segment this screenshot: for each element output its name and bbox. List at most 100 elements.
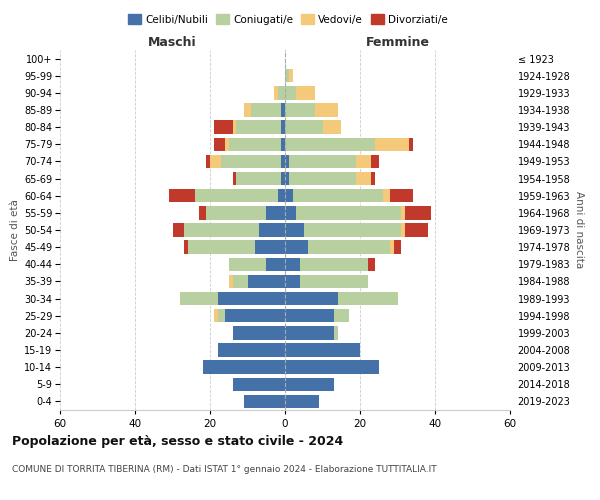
- Bar: [187, 240, 255, 254]
- Bar: [206, 206, 266, 220]
- Bar: [401, 224, 405, 236]
- Bar: [285, 378, 334, 391]
- Text: Maschi: Maschi: [148, 36, 197, 49]
- Bar: [371, 172, 375, 186]
- Bar: [233, 274, 248, 288]
- Bar: [371, 154, 379, 168]
- Bar: [308, 240, 390, 254]
- Bar: [236, 172, 281, 186]
- Bar: [195, 189, 277, 202]
- Bar: [229, 258, 266, 271]
- Bar: [173, 224, 184, 236]
- Bar: [236, 120, 281, 134]
- Bar: [233, 378, 285, 391]
- Bar: [184, 240, 187, 254]
- Bar: [285, 240, 308, 254]
- Bar: [229, 274, 233, 288]
- Text: COMUNE DI TORRITA TIBERINA (RM) - Dati ISTAT 1° gennaio 2024 - Elaborazione TUTT: COMUNE DI TORRITA TIBERINA (RM) - Dati I…: [12, 465, 437, 474]
- Bar: [394, 240, 401, 254]
- Bar: [375, 138, 409, 151]
- Bar: [281, 120, 285, 134]
- Legend: Celibi/Nubili, Coniugati/e, Vedovi/e, Divorziati/e: Celibi/Nubili, Coniugati/e, Vedovi/e, Di…: [124, 10, 452, 29]
- Text: Femmine: Femmine: [365, 36, 430, 49]
- Bar: [244, 104, 251, 117]
- Bar: [277, 189, 285, 202]
- Bar: [285, 360, 379, 374]
- Bar: [277, 86, 285, 100]
- Bar: [285, 172, 289, 186]
- Bar: [285, 138, 375, 151]
- Text: Popolazione per età, sesso e stato civile - 2024: Popolazione per età, sesso e stato civil…: [12, 435, 343, 448]
- Bar: [281, 104, 285, 117]
- Bar: [304, 224, 401, 236]
- Bar: [229, 138, 281, 151]
- Bar: [214, 120, 233, 134]
- Bar: [285, 224, 304, 236]
- Bar: [285, 394, 319, 408]
- Bar: [244, 394, 285, 408]
- Bar: [199, 206, 206, 220]
- Bar: [356, 154, 371, 168]
- Bar: [233, 120, 236, 134]
- Bar: [300, 274, 367, 288]
- Bar: [285, 309, 334, 322]
- Bar: [233, 326, 285, 340]
- Bar: [285, 154, 289, 168]
- Bar: [259, 224, 285, 236]
- Bar: [285, 344, 360, 356]
- Bar: [334, 326, 337, 340]
- Bar: [233, 172, 236, 186]
- Bar: [281, 172, 285, 186]
- Bar: [293, 189, 383, 202]
- Bar: [274, 86, 277, 100]
- Bar: [266, 206, 285, 220]
- Bar: [225, 309, 285, 322]
- Bar: [266, 258, 285, 271]
- Bar: [289, 69, 293, 82]
- Bar: [409, 138, 413, 151]
- Bar: [390, 240, 394, 254]
- Bar: [315, 104, 337, 117]
- Bar: [180, 292, 218, 306]
- Bar: [296, 206, 401, 220]
- Bar: [169, 189, 195, 202]
- Bar: [218, 309, 225, 322]
- Bar: [285, 69, 289, 82]
- Bar: [210, 154, 221, 168]
- Bar: [214, 138, 225, 151]
- Y-axis label: Fasce di età: Fasce di età: [10, 199, 20, 261]
- Bar: [285, 104, 315, 117]
- Bar: [285, 326, 334, 340]
- Bar: [285, 189, 293, 202]
- Bar: [289, 172, 356, 186]
- Bar: [184, 224, 259, 236]
- Y-axis label: Anni di nascita: Anni di nascita: [574, 192, 584, 268]
- Bar: [285, 292, 337, 306]
- Bar: [255, 240, 285, 254]
- Bar: [285, 86, 296, 100]
- Bar: [281, 138, 285, 151]
- Bar: [285, 206, 296, 220]
- Bar: [289, 154, 356, 168]
- Bar: [323, 120, 341, 134]
- Bar: [248, 274, 285, 288]
- Bar: [356, 172, 371, 186]
- Bar: [383, 189, 390, 202]
- Bar: [225, 138, 229, 151]
- Bar: [218, 292, 285, 306]
- Bar: [405, 206, 431, 220]
- Bar: [203, 360, 285, 374]
- Bar: [390, 189, 413, 202]
- Bar: [285, 274, 300, 288]
- Bar: [367, 258, 375, 271]
- Bar: [285, 258, 300, 271]
- Bar: [337, 292, 398, 306]
- Bar: [206, 154, 210, 168]
- Bar: [300, 258, 367, 271]
- Bar: [296, 86, 315, 100]
- Bar: [214, 309, 218, 322]
- Bar: [221, 154, 281, 168]
- Bar: [334, 309, 349, 322]
- Bar: [251, 104, 281, 117]
- Bar: [281, 154, 285, 168]
